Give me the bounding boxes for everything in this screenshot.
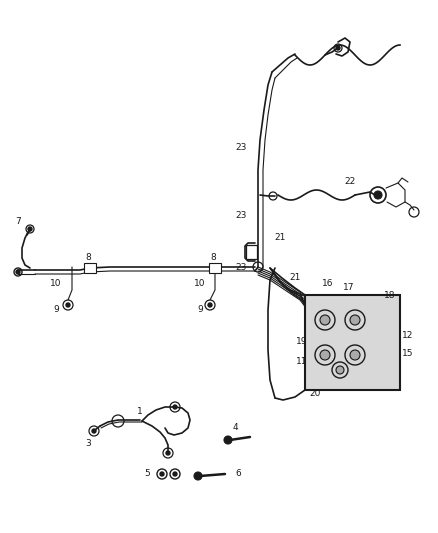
Text: 19: 19 — [296, 337, 308, 346]
Circle shape — [336, 366, 344, 374]
Text: 4: 4 — [232, 424, 238, 432]
Circle shape — [16, 270, 20, 274]
FancyBboxPatch shape — [209, 263, 221, 273]
FancyBboxPatch shape — [84, 263, 96, 273]
Circle shape — [66, 303, 70, 307]
Circle shape — [173, 405, 177, 409]
Circle shape — [28, 227, 32, 231]
Text: 8: 8 — [210, 254, 216, 262]
Text: 11: 11 — [296, 358, 308, 367]
Text: 10: 10 — [50, 279, 62, 287]
Circle shape — [320, 350, 330, 360]
Circle shape — [173, 472, 177, 476]
Text: 5: 5 — [144, 470, 150, 479]
Circle shape — [336, 46, 340, 50]
Text: 23: 23 — [235, 263, 247, 272]
Text: 21: 21 — [274, 233, 286, 243]
Text: 18: 18 — [384, 290, 396, 300]
Circle shape — [320, 315, 330, 325]
FancyBboxPatch shape — [305, 295, 400, 390]
Circle shape — [194, 472, 202, 480]
Text: 23: 23 — [235, 143, 247, 152]
Circle shape — [208, 303, 212, 307]
Text: 6: 6 — [235, 469, 241, 478]
Text: 21: 21 — [290, 273, 301, 282]
Text: 20: 20 — [309, 389, 321, 398]
Text: 22: 22 — [344, 177, 356, 187]
Text: 16: 16 — [322, 279, 334, 287]
Text: 15: 15 — [402, 349, 414, 358]
Circle shape — [350, 315, 360, 325]
Text: 9: 9 — [53, 305, 59, 314]
Circle shape — [160, 472, 164, 476]
Text: 7: 7 — [15, 217, 21, 227]
Circle shape — [166, 451, 170, 455]
Circle shape — [92, 429, 96, 433]
Circle shape — [374, 191, 382, 199]
Circle shape — [350, 350, 360, 360]
Text: 17: 17 — [343, 282, 355, 292]
Text: 9: 9 — [197, 305, 203, 314]
Text: 8: 8 — [85, 254, 91, 262]
Text: 3: 3 — [85, 439, 91, 448]
Text: 23: 23 — [235, 211, 247, 220]
Circle shape — [224, 436, 232, 444]
Text: 1: 1 — [137, 408, 143, 416]
Text: 10: 10 — [194, 279, 206, 287]
FancyBboxPatch shape — [246, 245, 257, 259]
Text: 12: 12 — [403, 330, 413, 340]
